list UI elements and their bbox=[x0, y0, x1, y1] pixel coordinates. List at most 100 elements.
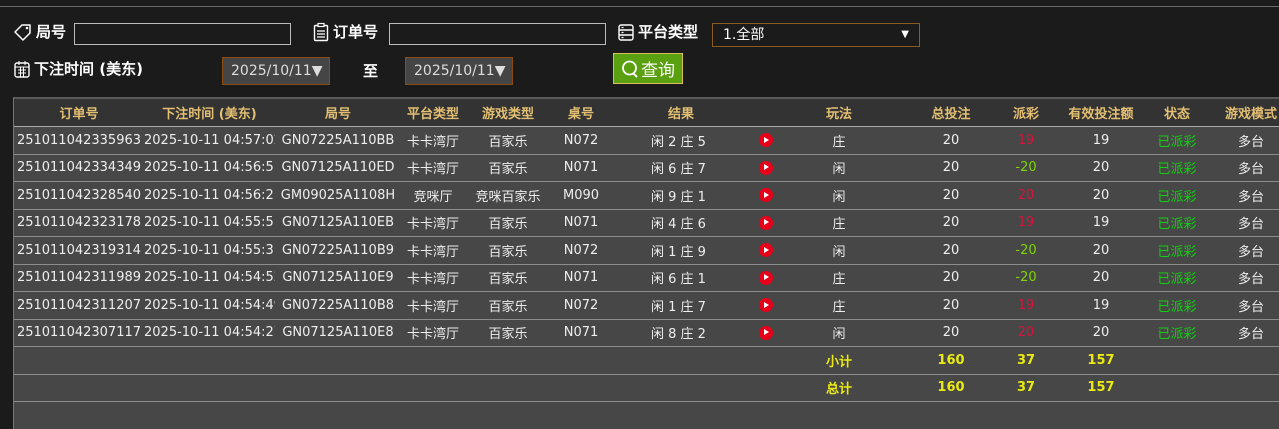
cell-bet: 20 bbox=[897, 126, 1005, 155]
replay-cell bbox=[751, 236, 781, 265]
bet-records-table: 订单号 下注时间 (美东) 局号 平台类型 游戏类型 桌号 结果 玩法 总投注 派彩 有效投注额 状态… bbox=[13, 97, 1279, 429]
cell-mode: 多台 bbox=[1199, 209, 1279, 237]
column-header: 状态 bbox=[1155, 99, 1199, 127]
search-icon bbox=[622, 60, 638, 78]
cell-play: 庄 bbox=[781, 264, 897, 292]
date-from-picker[interactable]: 2025/10/11▼ bbox=[222, 57, 330, 85]
cell-game: 百家乐 bbox=[465, 236, 551, 265]
cell-payout: -20 bbox=[1005, 236, 1047, 265]
empty-cell bbox=[551, 374, 611, 402]
query-button[interactable]: 查询 bbox=[613, 53, 683, 84]
total-payout: 37 bbox=[1005, 374, 1047, 402]
empty-cell bbox=[1155, 374, 1199, 402]
cell-status: 已派彩 bbox=[1155, 291, 1199, 320]
order-label-text: 订单号 bbox=[333, 23, 379, 41]
empty-cell bbox=[14, 346, 144, 375]
empty-cell bbox=[751, 346, 781, 375]
cell-result: 闲 6 庄 1 bbox=[611, 264, 751, 292]
cell-game: 百家乐 bbox=[465, 264, 551, 292]
empty-cell bbox=[1155, 346, 1199, 375]
cell-result: 闲 1 庄 7 bbox=[611, 291, 751, 320]
time-label-text: 下注时间 (美东) bbox=[34, 60, 143, 78]
cell-valid: 20 bbox=[1047, 236, 1155, 265]
cell-table: N072 bbox=[551, 126, 611, 155]
play-icon[interactable] bbox=[759, 215, 773, 230]
table-row: 251011042334349 2025-10-11 04:56:51 GN0712… bbox=[14, 154, 1279, 182]
empty-cell bbox=[14, 374, 144, 402]
cell-bet: 20 bbox=[897, 264, 1005, 292]
cell-payout: -20 bbox=[1005, 154, 1047, 182]
cell-time: 2025-10-11 04:54:52 bbox=[144, 264, 275, 292]
play-icon[interactable] bbox=[759, 325, 773, 340]
table-row: 251011042311207 2025-10-11 04:54:49 GN0722… bbox=[14, 291, 1279, 320]
cell-platform: 卡卡湾厅 bbox=[401, 291, 465, 320]
replay-cell bbox=[751, 291, 781, 320]
cell-status: 已派彩 bbox=[1155, 319, 1199, 347]
cell-round: GN07125A110E8 bbox=[275, 319, 401, 347]
column-header: 派彩 bbox=[1005, 99, 1047, 127]
cell-time: 2025-10-11 04:56:51 bbox=[144, 154, 275, 182]
cell-valid: 20 bbox=[1047, 181, 1155, 210]
subtotal-payout: 37 bbox=[1005, 346, 1047, 375]
cell-mode: 多台 bbox=[1199, 264, 1279, 292]
cell-mode: 多台 bbox=[1199, 126, 1279, 155]
column-header: 订单号 bbox=[14, 99, 144, 127]
column-header: 桌号 bbox=[551, 99, 611, 127]
subtotal-label: 小计 bbox=[781, 346, 897, 375]
cell-order: 251011042335963 bbox=[14, 126, 144, 155]
cell-bet: 20 bbox=[897, 291, 1005, 320]
cell-round: GN07125A110E9 bbox=[275, 264, 401, 292]
play-icon[interactable] bbox=[759, 243, 773, 258]
dropdown-arrow-icon: ▼ bbox=[311, 63, 323, 79]
cell-status: 已派彩 bbox=[1155, 264, 1199, 292]
cell-round: GM09025A1108H bbox=[275, 181, 401, 210]
column-header: 下注时间 (美东) bbox=[144, 99, 275, 127]
play-icon[interactable] bbox=[759, 188, 773, 203]
cell-order: 251011042307117 bbox=[14, 319, 144, 347]
play-icon[interactable] bbox=[759, 270, 773, 285]
cell-game: 百家乐 bbox=[465, 154, 551, 182]
cell-platform: 卡卡湾厅 bbox=[401, 154, 465, 182]
round-label-text: 局号 bbox=[36, 23, 67, 41]
order-input[interactable] bbox=[389, 23, 606, 45]
column-header: 有效投注额 bbox=[1047, 99, 1155, 127]
cell-order: 251011042319314 bbox=[14, 236, 144, 265]
cell-valid: 19 bbox=[1047, 291, 1155, 320]
cell-platform: 卡卡湾厅 bbox=[401, 264, 465, 292]
play-icon[interactable] bbox=[759, 160, 773, 175]
tag-icon bbox=[14, 23, 31, 41]
cell-result: 闲 9 庄 1 bbox=[611, 181, 751, 210]
cell-round: GN07225A110B9 bbox=[275, 236, 401, 265]
play-icon[interactable] bbox=[759, 298, 773, 313]
cell-mode: 多台 bbox=[1199, 236, 1279, 265]
cell-play: 闲 bbox=[781, 236, 897, 265]
cell-time: 2025-10-11 04:57:02 bbox=[144, 126, 275, 155]
cell-round: GN07125A110ED bbox=[275, 154, 401, 182]
cell-round: GN07125A110EB bbox=[275, 209, 401, 237]
play-icon[interactable] bbox=[759, 133, 773, 148]
platform-select[interactable]: 1.全部 ▼ bbox=[712, 23, 920, 47]
round-input[interactable] bbox=[74, 23, 291, 45]
cell-status: 已派彩 bbox=[1155, 181, 1199, 210]
cell-play: 庄 bbox=[781, 209, 897, 237]
cell-payout: 19 bbox=[1005, 291, 1047, 320]
cell-table: N071 bbox=[551, 154, 611, 182]
chevron-down-icon: ▼ bbox=[901, 29, 909, 40]
date-to-picker[interactable]: 2025/10/11▼ bbox=[405, 57, 513, 85]
cell-status: 已派彩 bbox=[1155, 209, 1199, 237]
table-row: 251011042328540 2025-10-11 04:56:21 GM0902… bbox=[14, 181, 1279, 210]
cell-result: 闲 4 庄 6 bbox=[611, 209, 751, 237]
cell-payout: 19 bbox=[1005, 209, 1047, 237]
cell-result: 闲 8 庄 2 bbox=[611, 319, 751, 347]
platform-label-text: 平台类型 bbox=[638, 23, 699, 41]
table-row: 251011042319314 2025-10-11 04:55:31 GN0722… bbox=[14, 236, 1279, 265]
empty-cell bbox=[275, 346, 401, 375]
total-label: 总计 bbox=[781, 374, 897, 402]
cell-order: 251011042328540 bbox=[14, 181, 144, 210]
cell-time: 2025-10-11 04:55:51 bbox=[144, 209, 275, 237]
round-label: 局号 bbox=[13, 21, 66, 42]
server-list-icon bbox=[618, 23, 634, 41]
cell-play: 闲 bbox=[781, 181, 897, 210]
column-header: 结果 bbox=[611, 99, 751, 127]
cell-payout: -20 bbox=[1005, 264, 1047, 292]
